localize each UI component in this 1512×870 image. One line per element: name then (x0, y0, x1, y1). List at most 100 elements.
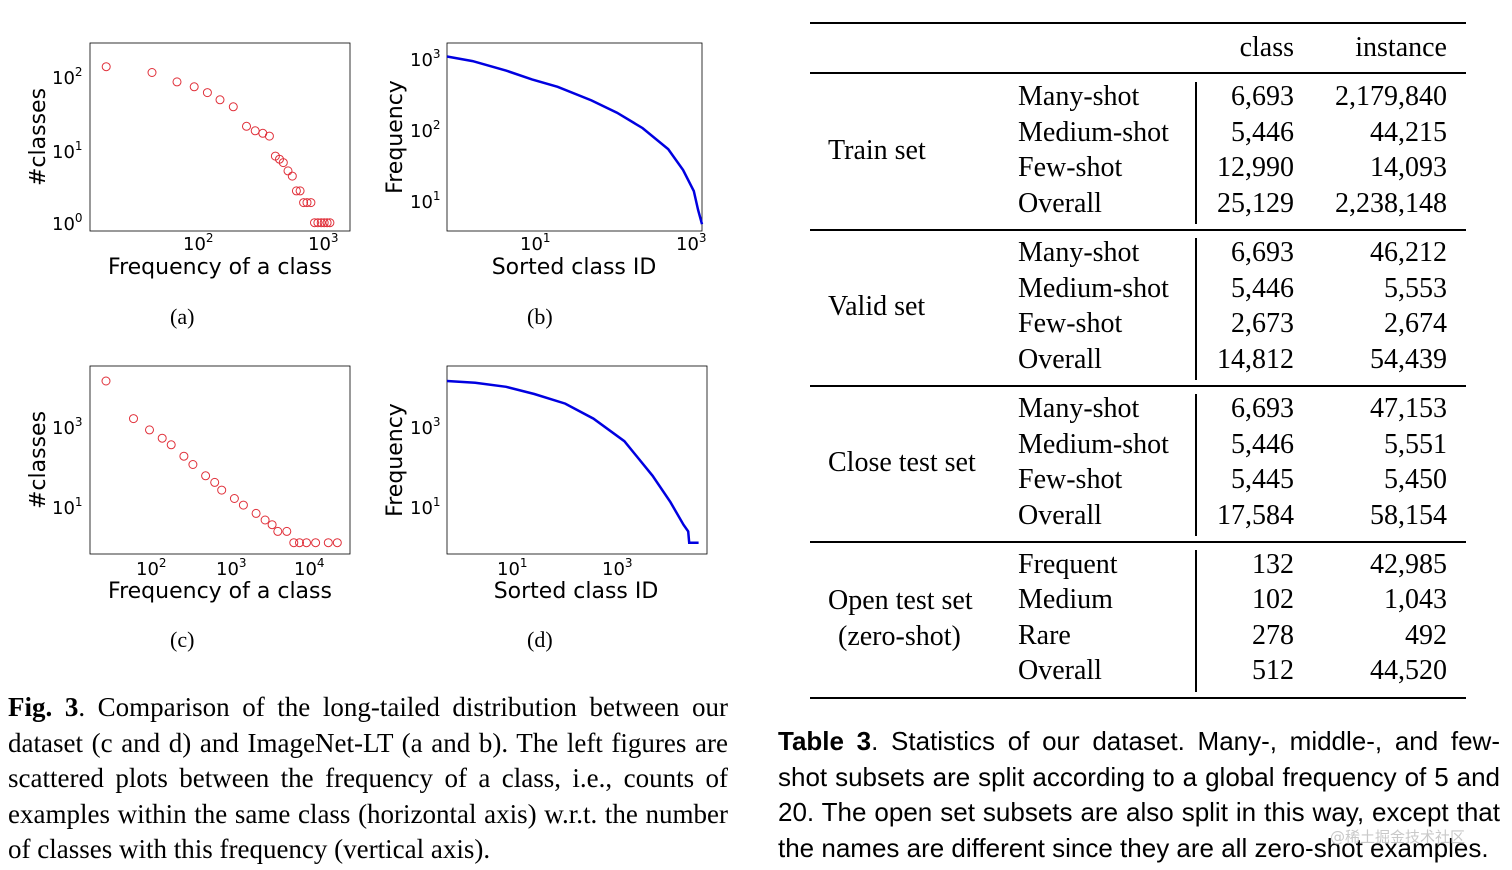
row-label: Overall (1018, 344, 1102, 375)
cell-class: 6,693 (1231, 81, 1294, 112)
scatter-point (302, 198, 312, 208)
row-label: Many-shot (1018, 393, 1140, 424)
scatter-point (325, 218, 335, 228)
group-name-train: Train set (828, 135, 926, 166)
scatter-point (188, 460, 198, 469)
scatter-point (273, 526, 283, 536)
cell-class: 5,446 (1231, 117, 1294, 148)
row-label: Medium-shot (1018, 117, 1169, 148)
cell-instance: 44,215 (1370, 117, 1447, 148)
scatter-point (101, 62, 111, 72)
plot-a-ylabel: #classes (26, 88, 51, 186)
plot-c-frame (89, 365, 351, 555)
scatter-point (322, 218, 332, 228)
cell-instance: 44,520 (1370, 655, 1447, 686)
cell-class: 25,129 (1217, 188, 1294, 219)
figure-caption-text: . Comparison of the long-tailed distribu… (8, 692, 728, 864)
scatter-point (157, 433, 167, 443)
plot-c-xtick-2: 104 (294, 556, 325, 580)
cell-class: 5,446 (1231, 273, 1294, 304)
cell-class: 12,990 (1217, 152, 1294, 183)
group-rule (810, 229, 1466, 231)
scatter-point (145, 425, 154, 435)
cell-class: 17,584 (1217, 500, 1294, 531)
row-label: Frequent (1018, 549, 1118, 580)
group-divider (1195, 394, 1197, 536)
subfig-label-a: (a) (170, 304, 195, 329)
scatter-point (189, 82, 199, 92)
cell-instance: 2,238,148 (1335, 188, 1447, 219)
table-header-rule (810, 72, 1466, 74)
plot-c-ytick-1: 101 (52, 495, 83, 519)
plot-b-xtick-1: 103 (676, 231, 707, 255)
table-top-rule (810, 22, 1466, 24)
plot-d: 101 103 103 101 Sorted class ID Frequenc… (383, 365, 708, 604)
plot-a-xtick-1: 103 (308, 231, 339, 255)
row-label: Medium-shot (1018, 273, 1169, 304)
scatter-point (311, 538, 321, 548)
row-label: Medium (1018, 584, 1113, 615)
plot-a-ytick-1: 101 (52, 139, 83, 163)
group-divider (1195, 82, 1197, 224)
plot-c-xlabel: Frequency of a class (108, 579, 332, 604)
scatter-point (210, 477, 220, 487)
scatter-point (242, 121, 251, 131)
cell-instance: 47,153 (1370, 393, 1447, 424)
plot-c: 102 103 104 103 101 Frequency of a class… (26, 365, 351, 604)
plot-c-xtick-1: 103 (216, 556, 247, 580)
scatter-point (129, 414, 138, 424)
plot-a-xlabel: Frequency of a class (108, 255, 332, 280)
cell-instance: 14,093 (1370, 152, 1447, 183)
plot-b-ytick-2: 101 (410, 189, 441, 213)
scatter-point (306, 198, 316, 208)
scatter-point (179, 451, 189, 461)
plot-d-xtick-0: 101 (497, 556, 528, 580)
plot-b-xtick-0: 101 (520, 231, 551, 255)
scatter-point (316, 218, 326, 228)
plot-b-ylabel: Frequency (383, 80, 408, 194)
scatter-point (267, 520, 277, 530)
scatter-point (295, 186, 305, 196)
plot-d-frame (446, 365, 708, 555)
scatter-point (302, 538, 311, 548)
scatter-point (278, 158, 288, 168)
plot-b-ytick-0: 103 (410, 47, 441, 71)
scatter-point (166, 440, 176, 450)
scatter-point (295, 538, 304, 548)
row-label: Overall (1018, 655, 1102, 686)
series-line (446, 55, 704, 225)
scatter-point (202, 88, 212, 98)
row-label: Overall (1018, 188, 1102, 219)
plot-c-xtick-0: 102 (136, 556, 167, 580)
cell-class: 5,445 (1231, 464, 1294, 495)
group-rule (810, 541, 1466, 543)
table-caption-text: . Statistics of our dataset. Many-, midd… (778, 726, 1500, 863)
cell-class: 14,812 (1217, 344, 1294, 375)
cell-instance: 46,212 (1370, 237, 1447, 268)
group-name-open-test: Open test set (828, 585, 973, 616)
plot-d-xlabel: Sorted class ID (494, 579, 659, 604)
cell-instance: 54,439 (1370, 344, 1447, 375)
plot-d-xtick-1: 103 (602, 556, 633, 580)
group-name-valid: Valid set (828, 291, 926, 322)
scatter-point (323, 538, 333, 548)
cell-instance: 1,043 (1384, 584, 1447, 615)
cell-instance: 42,985 (1370, 549, 1447, 580)
group-name-open-test-sub: (zero-shot) (838, 621, 961, 652)
scatter-point (228, 102, 238, 112)
cell-class: 512 (1252, 655, 1294, 686)
plot-a-xtick-0: 102 (183, 231, 214, 255)
plot-b-xlabel: Sorted class ID (492, 255, 657, 280)
cell-instance: 492 (1405, 620, 1447, 651)
plot-a-ytick-2: 100 (52, 211, 83, 235)
scatter-point (172, 77, 182, 87)
cell-instance: 58,154 (1370, 500, 1447, 531)
series-line (446, 379, 699, 544)
row-label: Rare (1018, 620, 1071, 651)
scatter-point (319, 218, 329, 228)
scatter-point (299, 198, 309, 208)
group-name-close-test: Close test set (828, 447, 976, 478)
figure-caption: Fig. 3. Comparison of the long-tailed di… (8, 690, 728, 868)
col-header-instance: instance (1355, 32, 1447, 63)
cell-instance: 5,450 (1384, 464, 1447, 495)
